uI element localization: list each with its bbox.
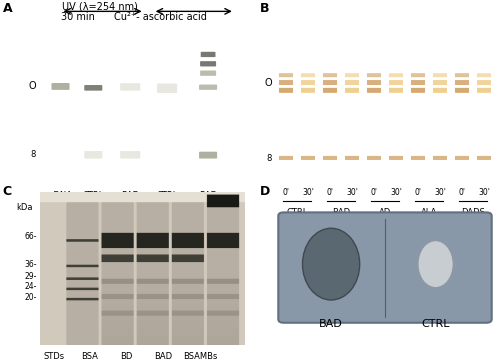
Text: kDa: kDa	[16, 203, 33, 212]
Text: D: D	[260, 185, 270, 198]
FancyBboxPatch shape	[345, 80, 359, 85]
Text: Cu²⁺- ascorbic acid: Cu²⁺- ascorbic acid	[114, 12, 206, 22]
FancyBboxPatch shape	[278, 212, 492, 323]
FancyBboxPatch shape	[389, 73, 403, 77]
FancyBboxPatch shape	[323, 73, 337, 77]
Text: 24-: 24-	[24, 282, 36, 291]
Text: BAD: BAD	[154, 352, 172, 362]
Text: DADS: DADS	[461, 208, 485, 217]
FancyBboxPatch shape	[455, 156, 469, 160]
FancyBboxPatch shape	[389, 80, 403, 85]
FancyBboxPatch shape	[477, 73, 491, 77]
Ellipse shape	[302, 228, 360, 300]
Text: STDs: STDs	[44, 352, 65, 362]
FancyBboxPatch shape	[367, 156, 381, 160]
FancyBboxPatch shape	[433, 80, 447, 85]
Text: AD: AD	[379, 208, 391, 217]
Text: C: C	[2, 185, 12, 198]
Text: 0': 0'	[458, 188, 466, 197]
FancyBboxPatch shape	[301, 88, 315, 93]
FancyBboxPatch shape	[367, 73, 381, 77]
FancyBboxPatch shape	[433, 88, 447, 93]
Text: CTRL: CTRL	[156, 191, 178, 200]
FancyBboxPatch shape	[411, 80, 425, 85]
Text: 30': 30'	[346, 188, 358, 197]
Text: CTRL: CTRL	[82, 191, 104, 200]
FancyBboxPatch shape	[345, 156, 359, 160]
Text: BSA: BSA	[81, 352, 98, 362]
FancyBboxPatch shape	[389, 156, 403, 160]
FancyBboxPatch shape	[279, 88, 293, 93]
FancyBboxPatch shape	[345, 73, 359, 77]
Text: O: O	[28, 81, 36, 91]
FancyBboxPatch shape	[199, 152, 217, 159]
Text: ALA: ALA	[421, 208, 437, 217]
Text: 30': 30'	[478, 188, 490, 197]
FancyBboxPatch shape	[323, 80, 337, 85]
Text: 30': 30'	[434, 188, 446, 197]
FancyBboxPatch shape	[433, 73, 447, 77]
FancyBboxPatch shape	[84, 151, 102, 159]
Text: BAD: BAD	[319, 319, 343, 329]
FancyBboxPatch shape	[411, 156, 425, 160]
Text: 30': 30'	[302, 188, 314, 197]
Text: 8: 8	[266, 154, 272, 163]
Text: 66-: 66-	[24, 232, 36, 241]
Text: BD: BD	[120, 352, 132, 362]
Text: CTRL: CTRL	[286, 208, 308, 217]
FancyBboxPatch shape	[411, 73, 425, 77]
Text: 8: 8	[30, 151, 36, 159]
FancyBboxPatch shape	[84, 85, 102, 91]
Text: 30': 30'	[390, 188, 402, 197]
FancyBboxPatch shape	[345, 88, 359, 93]
FancyBboxPatch shape	[157, 83, 177, 93]
FancyBboxPatch shape	[200, 61, 216, 66]
Text: 0': 0'	[370, 188, 378, 197]
FancyBboxPatch shape	[455, 80, 469, 85]
FancyBboxPatch shape	[477, 80, 491, 85]
FancyBboxPatch shape	[199, 85, 217, 90]
FancyBboxPatch shape	[455, 88, 469, 93]
FancyBboxPatch shape	[301, 73, 315, 77]
Text: 0': 0'	[414, 188, 422, 197]
FancyBboxPatch shape	[455, 73, 469, 77]
FancyBboxPatch shape	[389, 88, 403, 93]
FancyBboxPatch shape	[279, 80, 293, 85]
Ellipse shape	[418, 241, 453, 287]
Text: BAD: BAD	[121, 191, 140, 200]
FancyBboxPatch shape	[279, 73, 293, 77]
FancyBboxPatch shape	[433, 156, 447, 160]
Text: A: A	[2, 2, 12, 15]
FancyBboxPatch shape	[52, 83, 70, 90]
FancyBboxPatch shape	[279, 156, 293, 160]
Text: 0': 0'	[326, 188, 334, 197]
FancyBboxPatch shape	[411, 88, 425, 93]
Text: BAD: BAD	[199, 191, 217, 200]
FancyBboxPatch shape	[367, 80, 381, 85]
FancyBboxPatch shape	[323, 88, 337, 93]
Text: CTRL: CTRL	[422, 319, 450, 329]
Text: B: B	[260, 2, 270, 15]
FancyBboxPatch shape	[301, 80, 315, 85]
FancyBboxPatch shape	[200, 70, 216, 76]
FancyBboxPatch shape	[477, 156, 491, 160]
Text: 29-: 29-	[24, 272, 36, 281]
Text: 20-: 20-	[24, 293, 36, 302]
Text: BAD: BAD	[332, 208, 350, 217]
Text: BSAMBs: BSAMBs	[182, 352, 217, 362]
Text: pDNA: pDNA	[48, 191, 72, 200]
FancyBboxPatch shape	[477, 88, 491, 93]
FancyBboxPatch shape	[367, 88, 381, 93]
FancyBboxPatch shape	[120, 83, 140, 91]
FancyBboxPatch shape	[200, 52, 216, 57]
Text: UV (λ=254 nm): UV (λ=254 nm)	[62, 2, 138, 12]
Text: O: O	[264, 78, 272, 88]
Text: 0': 0'	[282, 188, 290, 197]
Text: 36-: 36-	[24, 260, 36, 269]
FancyBboxPatch shape	[323, 156, 337, 160]
FancyBboxPatch shape	[120, 151, 140, 159]
Text: 30 min: 30 min	[60, 12, 94, 22]
FancyBboxPatch shape	[301, 156, 315, 160]
